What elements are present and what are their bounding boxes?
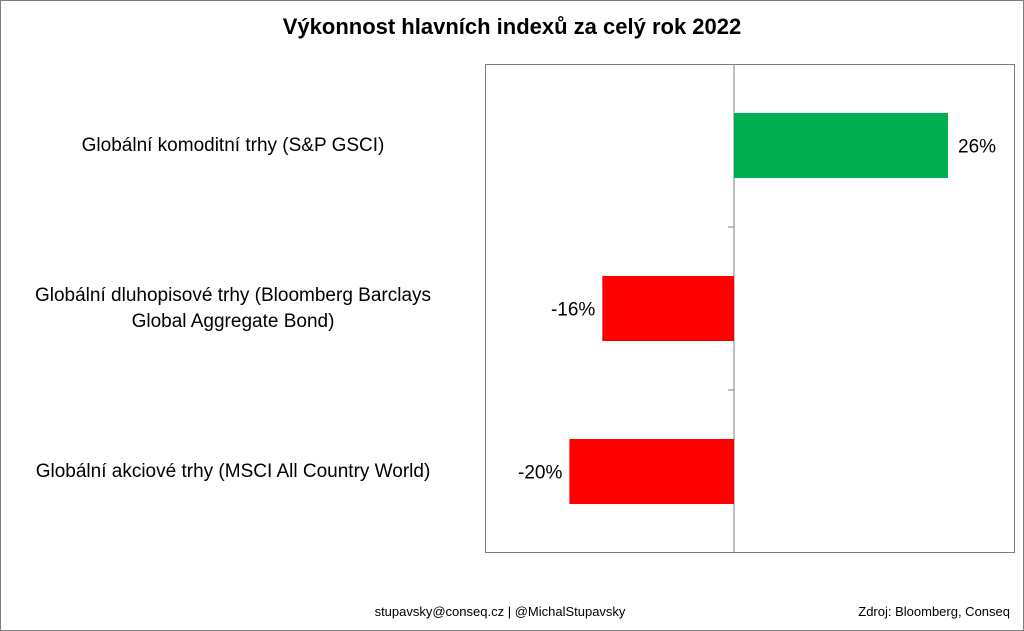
data-label-3: -20% — [518, 463, 562, 484]
category-label-line: Globální dluhopisové trhy (Bloomberg Bar… — [34, 284, 432, 306]
category-label-line: Globální akciové trhy (MSCI All Country … — [35, 460, 431, 482]
category-label-2: Globální dluhopisové trhy (Bloomberg Bar… — [0, 283, 466, 335]
bar-2 — [602, 276, 734, 341]
plot-area — [485, 64, 1015, 553]
data-label-2: -16% — [551, 300, 595, 321]
footer-contact: stupavsky@conseq.cz | @MichalStupavsky — [374, 604, 626, 619]
bar-3 — [569, 439, 734, 504]
category-label-1: Globální komoditní trhy (S&P GSCI) — [0, 133, 466, 159]
footer-source: Zdroj: Bloomberg, Conseq — [858, 604, 1010, 619]
category-label-line: Global Aggregate Bond) — [131, 310, 335, 332]
bar-1 — [734, 113, 948, 178]
data-label-1: 26% — [958, 137, 996, 158]
category-label-3: Globální akciové trhy (MSCI All Country … — [0, 459, 466, 485]
category-label-line: Globální komoditní trhy (S&P GSCI) — [81, 134, 385, 156]
chart-title: Výkonnost hlavních indexů za celý rok 20… — [282, 14, 742, 39]
